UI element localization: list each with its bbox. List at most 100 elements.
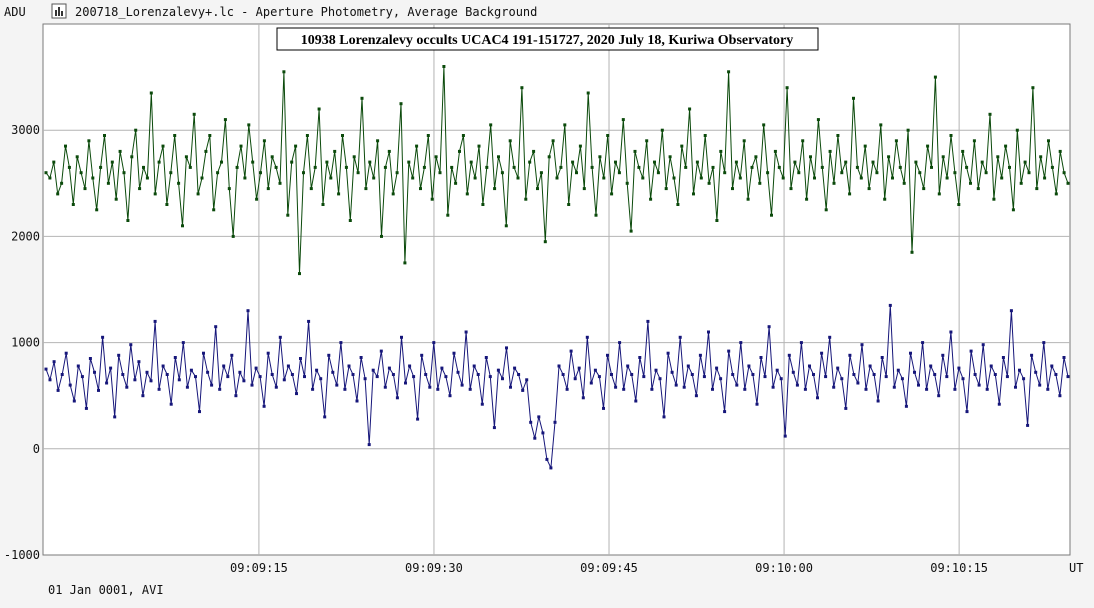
data-point [1023, 160, 1027, 164]
data-point [902, 181, 906, 185]
data-point [204, 149, 208, 153]
data-point [617, 171, 621, 175]
data-point [408, 364, 412, 368]
data-point [299, 357, 302, 360]
data-point [1019, 181, 1023, 185]
data-point [914, 160, 918, 164]
data-point [933, 75, 937, 79]
data-point [137, 360, 141, 364]
data-point [926, 144, 930, 148]
data-point [122, 171, 126, 175]
data-point [871, 160, 875, 164]
data-point [188, 165, 192, 169]
data-point [694, 394, 698, 398]
data-point [590, 165, 594, 169]
data-point [945, 375, 949, 379]
data-point [262, 139, 266, 143]
x-axis-unit-label: UT [1069, 561, 1083, 575]
data-point [493, 187, 497, 191]
data-point [129, 343, 133, 347]
data-point [660, 128, 664, 132]
data-point [707, 181, 711, 185]
data-point [533, 436, 537, 440]
data-point [103, 134, 106, 137]
data-point [536, 187, 539, 191]
data-point [521, 388, 525, 392]
data-point [307, 319, 311, 323]
data-point [278, 335, 282, 339]
data-point [551, 139, 555, 143]
data-point [906, 128, 910, 132]
data-point [223, 118, 227, 122]
data-point [488, 375, 492, 379]
data-point [1008, 165, 1011, 169]
data-point [785, 86, 789, 90]
data-point [972, 139, 976, 143]
data-point [1018, 368, 1021, 372]
data-point [347, 364, 351, 368]
data-point [758, 181, 762, 185]
data-point [891, 176, 894, 180]
data-point [60, 373, 64, 376]
data-point [157, 387, 161, 391]
data-point [87, 139, 91, 143]
data-point [1034, 370, 1038, 374]
data-point [416, 417, 420, 421]
data-point [653, 160, 656, 164]
data-point [610, 373, 613, 376]
data-point [352, 155, 356, 159]
data-point [348, 219, 352, 222]
data-point [690, 373, 694, 376]
x-tick-label: 09:09:15 [230, 561, 288, 575]
chart-title-box: 10938 Lorenzalevy occults UCAC4 191-1517… [276, 27, 819, 51]
data-point [376, 139, 380, 143]
data-point [383, 385, 387, 389]
data-point [1011, 208, 1015, 212]
data-point [235, 165, 239, 169]
data-point [372, 176, 376, 180]
data-point [832, 181, 836, 185]
y-axis: -1000 0 1000 2000 3000 [4, 123, 40, 562]
data-point [504, 224, 508, 228]
data-point [145, 176, 149, 180]
data-point [109, 366, 113, 370]
data-point [243, 176, 247, 180]
data-point [295, 392, 298, 396]
data-point [319, 377, 323, 381]
data-point [820, 351, 824, 355]
data-point [1014, 385, 1017, 389]
data-point [1042, 341, 1046, 345]
data-point [335, 383, 339, 387]
data-point [594, 213, 598, 217]
data-point [317, 107, 321, 111]
series-layer [44, 65, 1070, 470]
data-point [789, 187, 793, 191]
data-point [189, 368, 193, 372]
data-point [976, 187, 980, 191]
data-point [484, 356, 488, 359]
data-point [1062, 356, 1066, 359]
data-point [214, 325, 218, 329]
data-point [383, 165, 387, 169]
data-point [537, 415, 541, 419]
data-point [589, 381, 593, 385]
data-point [894, 139, 898, 143]
data-point [949, 330, 953, 334]
data-point [93, 370, 96, 374]
data-point [1004, 144, 1008, 148]
data-point [325, 160, 329, 164]
data-point [949, 134, 953, 137]
data-point [699, 176, 703, 180]
data-point [561, 373, 565, 376]
data-point [60, 181, 64, 185]
x-axis: 09:09:15 09:09:30 09:09:45 09:10:00 09:10:15… [230, 561, 988, 575]
data-point [266, 187, 270, 191]
lightcurve-app-icon[interactable] [51, 3, 67, 19]
data-point [809, 155, 812, 159]
data-point [64, 144, 67, 148]
data-point [738, 176, 742, 180]
data-point [448, 394, 452, 398]
data-point [649, 197, 653, 201]
data-point [181, 224, 184, 228]
